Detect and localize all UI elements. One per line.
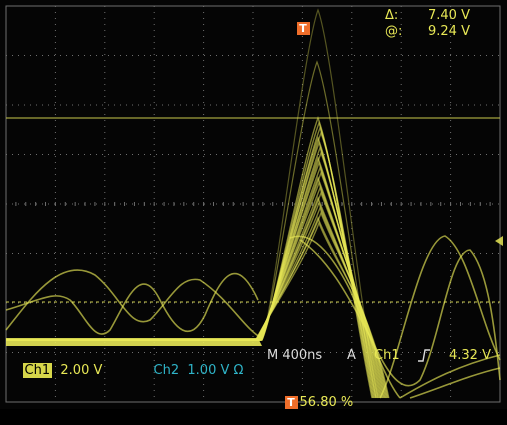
- timebase-readout[interactable]: M 400ns: [267, 348, 323, 363]
- ch1-trace: [6, 60, 377, 399]
- ch1-ringing-trace: [289, 235, 401, 399]
- ch2-scale: 1.00 V Ω: [187, 363, 244, 378]
- ch1-label: Ch1: [22, 363, 53, 378]
- ch1-ringing-trace: [5, 269, 263, 339]
- waveform-display: [5, 8, 503, 399]
- ch1-scale-readout[interactable]: Ch1 2.00 V: [6, 348, 102, 393]
- trigger-level-arrow-icon: [495, 236, 503, 246]
- ch1-ringing-trace: [409, 367, 501, 399]
- ch1-baseline: [6, 338, 262, 346]
- cursor-delta-value: 7.40 V: [428, 8, 470, 23]
- cursor-delta-label: Δ:: [385, 8, 399, 23]
- trigger-source[interactable]: Ch1: [374, 348, 400, 363]
- ch1-trace: [6, 221, 390, 399]
- trigger-t-icon: T: [296, 22, 310, 35]
- oscilloscope-screen: Δ: 7.40 V @: 9.24 V T Ch1 2.00 V Ch2 1.0…: [5, 5, 503, 410]
- trigger-position-value: 56.80 %: [299, 395, 354, 410]
- ch2-scale-readout[interactable]: Ch2 1.00 V Ω: [137, 348, 244, 393]
- cursor-at-label: @:: [385, 24, 403, 39]
- trigger-position-icon: T: [284, 396, 298, 409]
- ch2-label: Ch2: [153, 363, 180, 378]
- trigger-level-readout[interactable]: 4.32 V: [449, 348, 491, 363]
- trigger-glyph: A: [347, 348, 356, 363]
- ch1-ringing-trace: [379, 235, 501, 399]
- ch1-ringing-trace: [299, 239, 501, 387]
- trigger-position-readout[interactable]: T 56.80 %: [268, 380, 353, 425]
- ch1-ringing-trace: [399, 354, 501, 399]
- graticule: [5, 5, 501, 403]
- trigger-position-marker[interactable]: T: [280, 6, 312, 51]
- ch1-trace: [6, 8, 379, 399]
- cursor-at-value: 9.24 V: [428, 24, 470, 39]
- ch1-ringing-trace: [5, 272, 259, 335]
- ch1-scale: 2.00 V: [60, 363, 103, 378]
- rising-edge-icon: [418, 349, 430, 362]
